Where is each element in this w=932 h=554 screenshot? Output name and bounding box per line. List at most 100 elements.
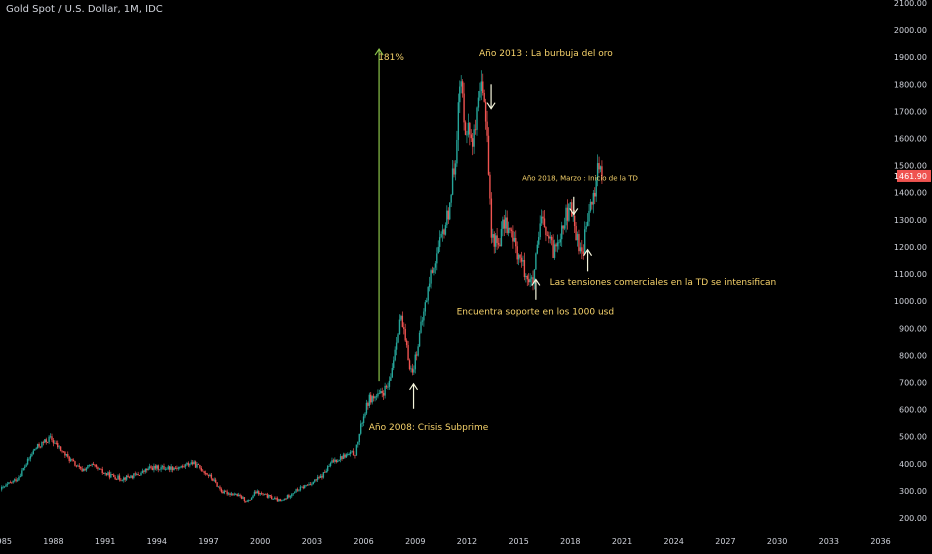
candle <box>59 446 62 452</box>
candle <box>549 231 551 244</box>
candle <box>258 490 260 496</box>
candle <box>19 473 22 478</box>
candle <box>423 308 425 327</box>
candle <box>463 82 465 131</box>
candle <box>71 458 73 462</box>
candle <box>533 269 536 290</box>
y-tick-label: 600.00 <box>899 406 927 415</box>
candle <box>35 446 37 450</box>
candle <box>326 465 329 473</box>
candle <box>477 90 480 112</box>
candle <box>166 467 168 470</box>
candle <box>217 486 220 488</box>
candle <box>440 231 442 239</box>
candle <box>338 459 340 462</box>
candle <box>203 470 205 475</box>
y-axis: 2100.00 2000.00 1900.00 1800.00 1700.00 1600.… <box>894 0 927 523</box>
candle <box>348 452 350 456</box>
candle <box>209 473 211 477</box>
candle <box>115 478 118 481</box>
candle <box>141 468 144 474</box>
candle <box>322 471 325 479</box>
candle <box>332 458 335 463</box>
candle <box>426 297 428 303</box>
candle <box>133 473 135 480</box>
candle <box>88 464 91 468</box>
candle <box>515 230 517 254</box>
annotation-3: Las tensiones comerciales en la TD se in… <box>550 278 777 288</box>
candle <box>344 452 346 459</box>
x-tick-label: 1988 <box>43 537 63 546</box>
candle <box>8 481 10 485</box>
candle <box>548 231 550 244</box>
arrow-2018-march <box>569 196 579 216</box>
candle <box>315 478 317 482</box>
candle <box>285 498 287 501</box>
candle <box>39 446 42 449</box>
candle <box>223 489 225 495</box>
candle <box>49 433 52 439</box>
candle <box>408 358 411 371</box>
candle <box>196 462 198 469</box>
candle <box>100 468 102 470</box>
candle <box>542 210 544 225</box>
candle <box>382 390 385 400</box>
x-tick-label: 2003 <box>302 537 322 546</box>
candle <box>12 480 14 484</box>
candle <box>370 391 372 405</box>
candle <box>268 494 270 499</box>
candle <box>324 469 326 473</box>
candle <box>301 486 303 488</box>
candle <box>466 130 468 144</box>
candle <box>314 479 316 484</box>
candle <box>467 113 470 138</box>
candle <box>127 473 129 478</box>
candle <box>247 499 250 503</box>
candle <box>181 464 184 469</box>
candle <box>102 472 105 474</box>
candle <box>260 491 263 496</box>
arrow-181-percent <box>374 47 384 382</box>
candle <box>359 420 362 436</box>
candle <box>347 452 349 457</box>
candle <box>173 467 175 471</box>
candle <box>31 452 33 457</box>
candle <box>558 239 560 250</box>
candle <box>579 242 582 254</box>
candle <box>125 474 128 481</box>
candle <box>329 461 332 468</box>
candle <box>510 227 513 238</box>
x-tick-label: 1985 <box>0 537 12 546</box>
candle <box>421 317 424 326</box>
candle <box>334 457 336 464</box>
y-tick-label: 400.00 <box>899 460 927 469</box>
candle <box>137 471 139 476</box>
annotation-2: Año 2018, Marzo : Inicio de la TD <box>522 175 638 183</box>
candle <box>568 203 570 223</box>
candle <box>237 492 240 497</box>
candle <box>3 486 6 489</box>
candle <box>51 433 53 443</box>
candle <box>147 466 149 471</box>
candle <box>490 192 493 244</box>
candle <box>270 494 273 500</box>
candle <box>352 448 355 456</box>
x-tick-label: 2012 <box>457 537 477 546</box>
x-tick-label: 1994 <box>147 537 167 546</box>
candle <box>591 201 593 210</box>
candle <box>171 466 174 473</box>
y-tick-label: 700.00 <box>899 378 927 387</box>
candle <box>354 454 356 459</box>
candle <box>430 268 432 289</box>
candle <box>282 499 284 501</box>
candle <box>245 500 247 503</box>
candle <box>233 492 236 496</box>
candle <box>253 490 256 497</box>
candle <box>539 215 541 240</box>
candle <box>64 451 66 458</box>
candle <box>394 346 396 362</box>
candle <box>240 494 243 500</box>
y-tick-label: 900.00 <box>899 324 927 333</box>
